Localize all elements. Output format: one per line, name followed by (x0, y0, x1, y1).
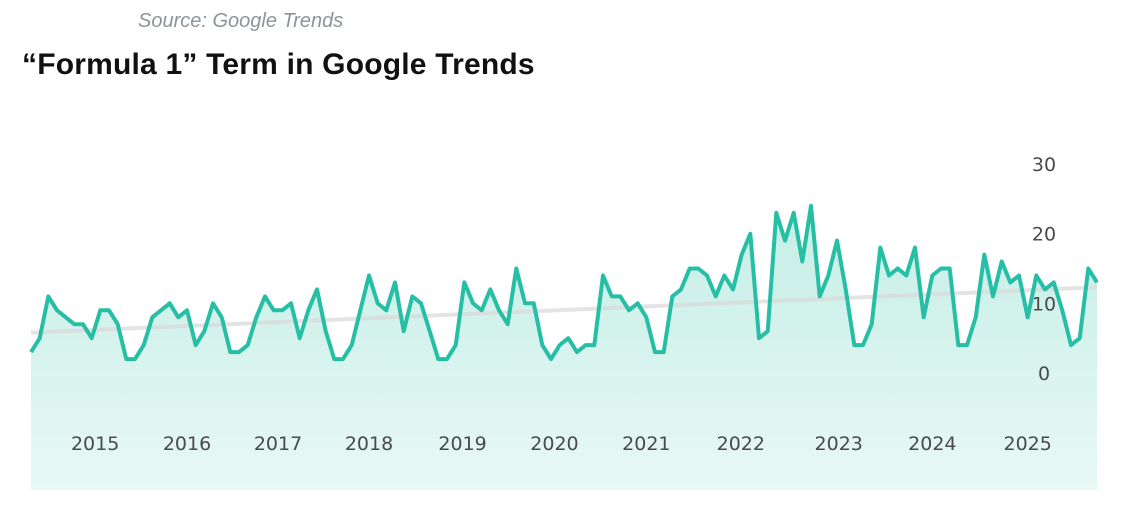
y-tick-label: 20 (1032, 224, 1056, 246)
x-tick-label: 2018 (345, 433, 393, 455)
y-tick-label: 10 (1032, 293, 1056, 315)
x-tick-label: 2017 (254, 433, 302, 455)
x-tick-label: 2019 (438, 433, 486, 455)
y-tick-label: 30 (1032, 154, 1056, 176)
x-tick-label: 2015 (71, 433, 119, 455)
x-tick-label: 2020 (530, 433, 578, 455)
x-tick-label: 2021 (622, 433, 670, 455)
x-tick-label: 2024 (908, 433, 956, 455)
x-tick-label: 2025 (1003, 433, 1051, 455)
x-tick-label: 2016 (163, 433, 211, 455)
x-tick-label: 2022 (717, 433, 765, 455)
area-fill (31, 205, 1097, 491)
y-tick-label: 0 (1038, 363, 1050, 385)
chart-title: “Formula 1” Term in Google Trends (22, 48, 535, 81)
source-note: Source: Google Trends (138, 10, 344, 32)
series-line (29, 203, 1099, 362)
x-tick-label: 2023 (815, 433, 863, 455)
